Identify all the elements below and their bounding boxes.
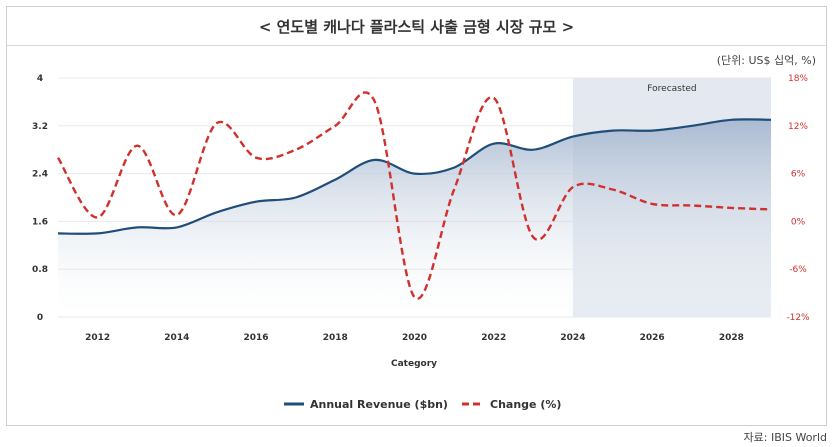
chart-title: < 연도별 캐나다 플라스틱 사출 금형 시장 규모 > [7,7,826,46]
change-line [56,91,772,300]
y-left-tick: 4 [37,74,43,84]
y-left-tick: 0 [37,313,43,323]
y-right-tick: 18% [788,74,808,84]
y-left-tick: 0.8 [32,265,48,275]
y-left-tick: 2.4 [32,170,48,180]
forecast-label: Forecasted [647,84,696,94]
x-tick: 2018 [323,333,348,343]
y-right-tick: 0% [791,217,806,227]
y-right-tick: 6% [791,170,806,180]
x-tick: 2024 [560,333,585,343]
y-right-tick: -12% [786,313,810,323]
x-tick: 2028 [719,333,744,343]
x-tick: 2014 [164,333,189,343]
y-left-tick: 3.2 [32,122,48,132]
source-note: 자료: IBIS World [743,431,827,444]
x-tick: 2020 [402,333,427,343]
y-right-tick: -6% [789,265,807,275]
x-tick: 2016 [244,333,269,343]
y-right-tick: 12% [788,122,808,132]
y-left-tick: 1.6 [32,217,48,227]
legend-label-change: Change (%) [490,398,561,411]
chart-frame: < 연도별 캐나다 플라스틱 사출 금형 시장 규모 > (단위: US$ 십억… [6,6,827,426]
x-tick: 2022 [481,333,506,343]
x-tick: 2026 [640,333,665,343]
x-axis-title: Category [391,359,437,369]
x-tick: 2012 [85,333,110,343]
legend-label-revenue: Annual Revenue ($bn) [310,398,448,411]
revenue-area [58,119,771,317]
unit-note: (단위: US$ 십억, %) [716,54,816,67]
